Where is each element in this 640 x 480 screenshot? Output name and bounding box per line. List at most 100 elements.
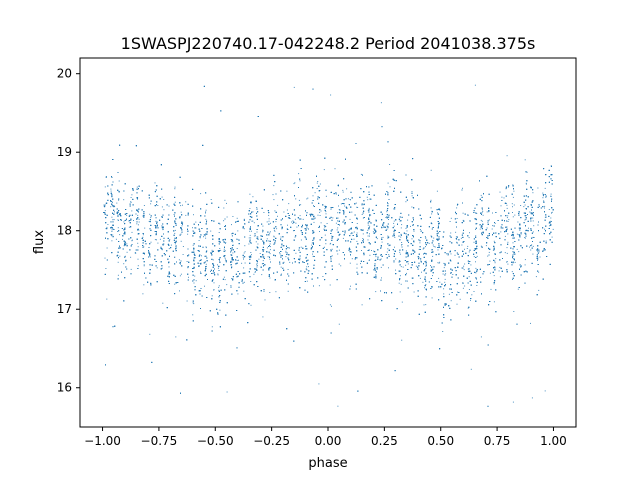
data-point [437, 212, 438, 214]
data-point [550, 193, 552, 195]
data-point [393, 220, 395, 222]
data-point [300, 246, 302, 248]
data-point [219, 260, 220, 262]
data-point [310, 248, 312, 250]
data-point [210, 199, 212, 200]
data-point [524, 219, 526, 221]
data-point [232, 241, 234, 243]
data-point [243, 252, 245, 254]
data-point [282, 267, 284, 269]
data-point [544, 205, 546, 207]
data-point [368, 209, 370, 211]
data-point [138, 229, 140, 231]
data-point [288, 203, 290, 205]
data-point [351, 211, 353, 213]
data-point [421, 271, 422, 273]
data-point [476, 246, 477, 248]
data-point [468, 289, 470, 290]
data-point [168, 248, 170, 250]
data-point [330, 94, 332, 96]
data-point [212, 279, 214, 281]
data-point [431, 213, 433, 215]
data-point [512, 196, 514, 198]
data-point [374, 232, 376, 234]
data-point [380, 246, 382, 248]
data-point [112, 219, 114, 221]
data-point [457, 266, 459, 268]
data-point [448, 293, 450, 295]
data-point [349, 247, 350, 249]
data-point [179, 275, 181, 277]
data-point [470, 264, 472, 266]
data-point [413, 241, 415, 243]
data-point [543, 195, 544, 197]
data-point [236, 248, 238, 249]
data-point [263, 212, 265, 213]
data-point [269, 249, 271, 251]
data-point [460, 237, 462, 239]
data-point [512, 235, 514, 237]
data-point [105, 228, 107, 230]
data-point [117, 274, 119, 276]
data-point [394, 236, 396, 238]
data-point [124, 227, 125, 229]
data-point [475, 235, 477, 237]
data-point [163, 209, 165, 211]
data-point [224, 279, 226, 281]
data-point [394, 208, 396, 210]
data-point [399, 291, 401, 293]
data-point [336, 250, 338, 252]
data-point [338, 209, 340, 210]
data-point [111, 216, 113, 218]
data-point [500, 205, 502, 207]
data-point [275, 221, 277, 223]
data-point [340, 265, 342, 267]
data-point [386, 216, 388, 217]
data-point [539, 205, 540, 207]
data-point [367, 199, 369, 201]
data-point [131, 210, 133, 212]
data-point [314, 192, 316, 194]
data-point [412, 277, 414, 279]
data-point [362, 238, 364, 239]
data-point [353, 231, 355, 233]
data-point [103, 204, 105, 206]
data-point [261, 274, 263, 276]
data-point [250, 216, 252, 218]
data-point [405, 251, 407, 253]
data-point [381, 237, 383, 239]
data-point [275, 291, 277, 293]
data-point [467, 268, 469, 270]
data-point [266, 221, 268, 223]
data-point [125, 219, 127, 221]
data-point [291, 221, 293, 223]
data-point [356, 226, 358, 228]
data-point [388, 267, 389, 269]
data-point [450, 253, 452, 255]
data-point [312, 255, 314, 257]
data-point [198, 260, 200, 262]
data-point [200, 271, 201, 273]
data-point [388, 245, 390, 247]
data-point [506, 228, 508, 230]
data-point [486, 211, 488, 213]
data-point [254, 271, 256, 273]
data-point [200, 193, 202, 195]
data-point [150, 203, 152, 205]
data-point [110, 190, 112, 192]
data-point [302, 218, 304, 220]
data-point [125, 260, 127, 262]
data-point [349, 218, 351, 220]
data-point [503, 197, 505, 199]
data-point [223, 220, 225, 222]
data-point [188, 276, 189, 278]
data-point [319, 183, 321, 185]
data-point [210, 271, 211, 272]
data-point [411, 206, 413, 208]
data-point [316, 188, 318, 189]
data-point [389, 164, 391, 165]
data-point [512, 216, 514, 218]
data-point [292, 223, 294, 224]
data-point [489, 260, 491, 262]
